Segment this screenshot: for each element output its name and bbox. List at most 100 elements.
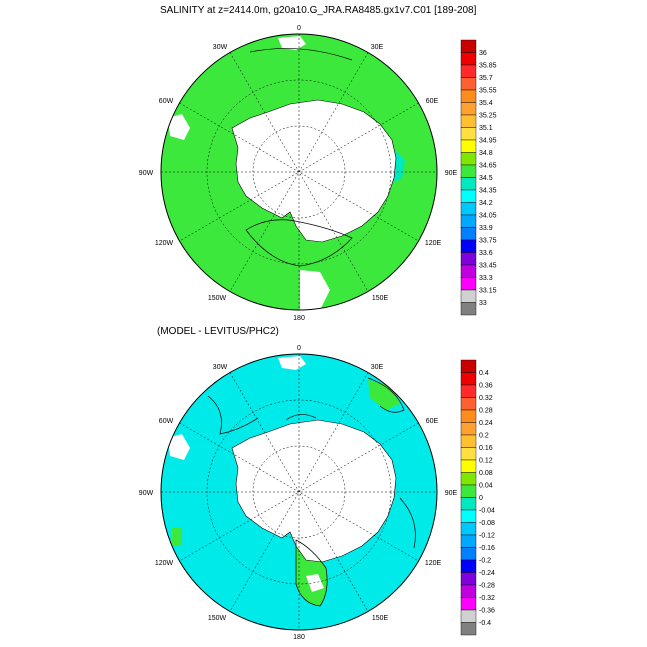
colorbar-label: -0.4 (479, 620, 491, 627)
colorbar-bottom: 0.4 0.36 0.32 0.28 0.24 0.2 0.16 0.12 0.08 0.04 0 -… (460, 359, 495, 636)
lon-label-90w: 90W (139, 170, 154, 177)
colorbar-label: 34.05 (479, 213, 497, 220)
salinity-map (160, 33, 438, 311)
colorbar-label: 34.35 (479, 188, 497, 195)
colorbar-swatch (460, 534, 477, 548)
difference-map (160, 353, 438, 631)
colorbar-swatch (460, 214, 477, 228)
lon-label-30w: 30W (213, 364, 228, 371)
colorbar-label: 0 (479, 495, 483, 502)
colorbar-swatch (460, 497, 477, 511)
colorbar-swatch (460, 522, 477, 536)
colorbar-swatch (460, 422, 477, 436)
colorbar-swatch (460, 484, 477, 498)
difference-plot-title: (MODEL - LEVITUS/PHC2) (157, 326, 279, 337)
map-border (160, 33, 438, 311)
contour-line (399, 497, 416, 549)
colorbar-label: 35.7 (479, 75, 493, 82)
colorbar-label: -0.04 (479, 508, 495, 515)
colorbar-swatch (460, 472, 477, 486)
colorbar-label: 0.12 (479, 458, 493, 465)
land-patch (168, 434, 190, 460)
colorbar-swatch (460, 152, 477, 166)
colorbar-label: 0.04 (479, 483, 493, 490)
colorbar-swatch (460, 77, 477, 91)
colorbar-swatch (460, 89, 477, 103)
colorbar-swatch (460, 52, 477, 66)
colorbar-label: 0.32 (479, 395, 493, 402)
colorbar-swatch (460, 164, 477, 178)
colorbar-label: 0.4 (479, 370, 489, 377)
colorbar-label: 0.36 (479, 383, 493, 390)
colorbar-swatch (460, 302, 477, 316)
lon-label-0: 0 (297, 25, 301, 32)
colorbar-label: 35.85 (479, 63, 497, 70)
colorbar-label: 35.1 (479, 125, 493, 132)
lon-label-150w: 150W (208, 615, 227, 622)
colorbar-label: 0.16 (479, 445, 493, 452)
colorbar-swatch (460, 559, 477, 573)
colorbar-label: -0.24 (479, 570, 495, 577)
lon-label-120w: 120W (155, 560, 174, 567)
colorbar-swatch (460, 622, 477, 636)
colorbar-swatch (460, 434, 477, 448)
lon-label-150w: 150W (208, 295, 227, 302)
lon-label-30e: 30E (371, 364, 384, 371)
colorbar-swatch (460, 189, 477, 203)
lon-label-30w: 30W (213, 44, 228, 51)
lon-label-60e: 60E (426, 418, 439, 425)
colorbar-swatch (460, 264, 477, 278)
colorbar-label: 0.24 (479, 420, 493, 427)
colorbar-swatch (460, 102, 477, 116)
land-patch (168, 114, 190, 140)
contour-line (249, 48, 353, 61)
colorbar-label: 34.5 (479, 175, 493, 182)
colorbar-label: 33.75 (479, 238, 497, 245)
antarctica (231, 99, 397, 243)
colorbar-label: 34.95 (479, 138, 497, 145)
colorbar-label: 35.25 (479, 113, 497, 120)
land-patch (300, 270, 330, 310)
meridian-line (179, 102, 419, 242)
lon-label-0: 0 (297, 345, 301, 352)
colorbar-label: 35.55 (479, 88, 497, 95)
salinity-patch (394, 150, 405, 182)
lon-label-150e: 150E (372, 295, 389, 302)
colorbar-swatch (460, 39, 477, 53)
lon-label-120e: 120E (425, 240, 442, 247)
colorbar-swatch (460, 384, 477, 398)
contour-line (207, 395, 259, 435)
colorbar-label: 35.4 (479, 100, 493, 107)
colorbar-swatch (460, 289, 477, 303)
map-border (160, 353, 438, 631)
colorbar-swatch (460, 359, 477, 373)
lon-label-120e: 120E (425, 560, 442, 567)
colorbar-swatch (460, 547, 477, 561)
contour-line (245, 219, 353, 267)
colorbar-swatch (460, 227, 477, 241)
colorbar-swatch (460, 409, 477, 423)
colorbar-label: 33 (479, 300, 487, 307)
colorbar-label: -0.32 (479, 595, 495, 602)
difference-patch (172, 528, 182, 546)
colorbar-swatch (460, 252, 477, 266)
lon-label-90e: 90E (445, 170, 458, 177)
lon-label-180: 180 (293, 315, 305, 322)
colorbar-swatch (460, 177, 477, 191)
colorbar-swatch (460, 397, 477, 411)
lon-label-90e: 90E (445, 490, 458, 497)
colorbar-label: 33.9 (479, 225, 493, 232)
lon-label-30e: 30E (371, 44, 384, 51)
colorbar-label: -0.2 (479, 558, 491, 565)
contour-line (367, 377, 405, 413)
colorbar-label: 0.28 (479, 408, 493, 415)
colorbar-swatch (460, 609, 477, 623)
lon-label-90w: 90W (139, 490, 154, 497)
colorbar-label: 34.65 (479, 163, 497, 170)
land-patch (306, 574, 324, 592)
colorbar-label: 33.3 (479, 275, 493, 282)
plot-title: SALINITY at z=2414.0m, g20a10.G_JRA.RA84… (160, 5, 477, 16)
colorbar-label: 34.8 (479, 150, 493, 157)
colorbar-label: 34.2 (479, 200, 493, 207)
